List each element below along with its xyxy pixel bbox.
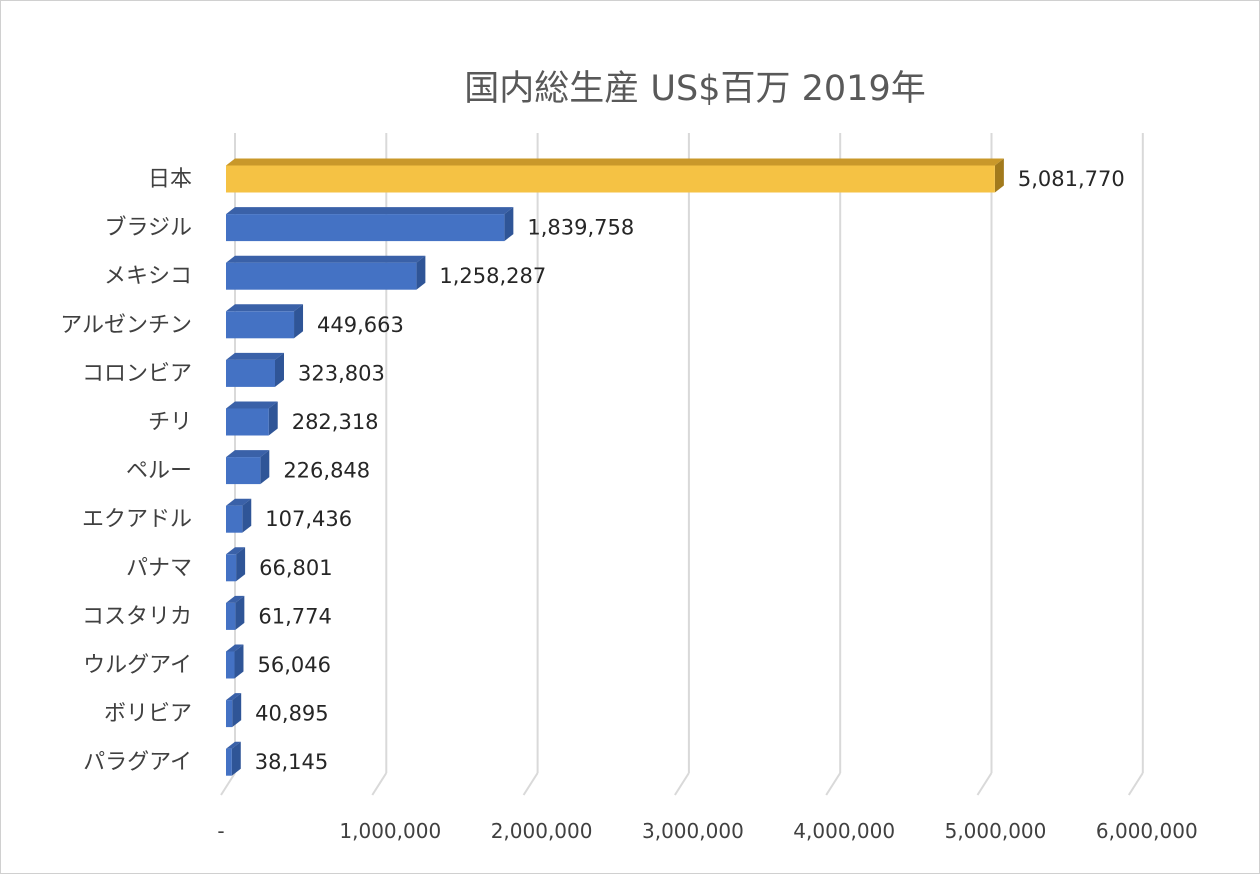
chart-title: 国内総生産 US$百万 2019年 bbox=[464, 69, 926, 109]
x-tick-label: 2,000,000 bbox=[491, 819, 593, 843]
bar-top bbox=[226, 401, 278, 409]
bar-side bbox=[234, 644, 244, 679]
bar-top bbox=[226, 450, 270, 458]
bar bbox=[226, 700, 233, 728]
bar bbox=[226, 214, 505, 242]
bar bbox=[226, 262, 417, 290]
bar bbox=[226, 554, 237, 582]
x-tick-label: 3,000,000 bbox=[642, 819, 744, 843]
bar-side bbox=[416, 255, 426, 290]
data-label: 5,081,770 bbox=[1018, 167, 1125, 191]
category-label: メキシコ bbox=[104, 264, 192, 289]
gridline-floor bbox=[220, 772, 236, 796]
bar bbox=[226, 359, 275, 387]
category-label: チリ bbox=[148, 410, 192, 435]
data-label: 1,258,287 bbox=[439, 264, 546, 288]
data-label: 40,895 bbox=[255, 702, 328, 726]
category-label: エクアドル bbox=[82, 507, 192, 532]
data-label: 66,801 bbox=[259, 556, 332, 580]
bar bbox=[226, 165, 995, 193]
bar-top bbox=[226, 158, 1004, 166]
gridline-floor bbox=[371, 772, 388, 796]
gridline-floor bbox=[674, 772, 690, 796]
gridline-floor bbox=[976, 772, 993, 796]
bar-top bbox=[226, 693, 242, 701]
data-label: 107,436 bbox=[265, 507, 352, 531]
bar bbox=[226, 408, 269, 436]
bar-top bbox=[226, 644, 244, 652]
data-label: 38,145 bbox=[255, 750, 328, 774]
data-label: 61,774 bbox=[258, 604, 331, 628]
data-label: 1,839,758 bbox=[527, 216, 634, 240]
bar-top bbox=[226, 595, 245, 603]
bar-side bbox=[232, 693, 242, 728]
data-label: 226,848 bbox=[283, 459, 370, 483]
bar bbox=[226, 457, 261, 485]
data-label: 323,803 bbox=[298, 361, 385, 385]
gridline-floor bbox=[1127, 772, 1144, 796]
bar-top bbox=[226, 547, 246, 555]
bar-side bbox=[260, 450, 270, 485]
bar-side bbox=[242, 498, 252, 533]
x-tick-label: 4,000,000 bbox=[793, 819, 895, 843]
category-label: パラグアイ bbox=[83, 750, 192, 775]
bar-side bbox=[236, 547, 246, 582]
bar bbox=[226, 651, 235, 679]
data-label: 56,046 bbox=[257, 653, 330, 677]
bar-side bbox=[994, 158, 1004, 193]
bar-top bbox=[226, 498, 252, 506]
bar-side bbox=[294, 304, 304, 339]
bar bbox=[226, 602, 236, 630]
gridline-floor bbox=[825, 772, 842, 796]
category-label: アルゼンチン bbox=[60, 313, 192, 338]
category-label: コロンビア bbox=[82, 361, 192, 386]
bar-top bbox=[226, 207, 514, 215]
bar-side bbox=[231, 741, 241, 776]
bar bbox=[226, 748, 232, 776]
data-label: 449,663 bbox=[317, 313, 404, 337]
category-label: ブラジル bbox=[104, 216, 192, 241]
gridline-floor bbox=[522, 772, 539, 796]
bar bbox=[226, 505, 243, 533]
category-label: ペルー bbox=[126, 459, 192, 484]
category-label: ウルグアイ bbox=[83, 653, 192, 678]
x-tick-label: 6,000,000 bbox=[1096, 819, 1198, 843]
x-tick-label: 1,000,000 bbox=[339, 819, 441, 843]
bar-side bbox=[235, 595, 245, 630]
bar-top bbox=[226, 255, 426, 263]
category-label: コスタリカ bbox=[82, 604, 192, 629]
bar-top bbox=[226, 352, 284, 360]
category-label: 日本 bbox=[148, 167, 192, 192]
bar-side bbox=[504, 207, 514, 242]
bar bbox=[226, 311, 295, 339]
bar-top bbox=[226, 304, 304, 312]
x-tick-label: - bbox=[217, 819, 224, 843]
bar-top bbox=[226, 741, 241, 749]
data-label: 282,318 bbox=[292, 410, 379, 434]
bar-side bbox=[268, 401, 278, 436]
x-tick-label: 5,000,000 bbox=[945, 819, 1047, 843]
category-label: ボリビア bbox=[104, 702, 192, 727]
category-label: パナマ bbox=[126, 556, 192, 581]
bar-side bbox=[274, 352, 284, 387]
